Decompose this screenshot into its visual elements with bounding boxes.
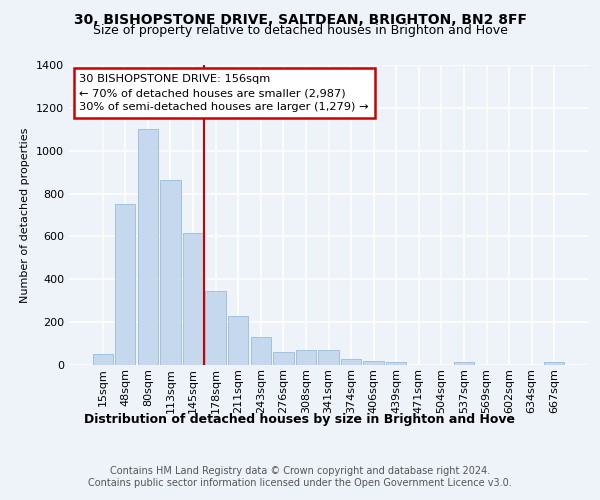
Bar: [273, 352, 293, 365]
Bar: [228, 316, 248, 365]
Bar: [183, 233, 203, 365]
Text: Contains HM Land Registry data © Crown copyright and database right 2024.: Contains HM Land Registry data © Crown c…: [110, 466, 490, 476]
Bar: [160, 180, 181, 365]
Text: Distribution of detached houses by size in Brighton and Hove: Distribution of detached houses by size …: [85, 412, 515, 426]
Text: Size of property relative to detached houses in Brighton and Hove: Size of property relative to detached ho…: [92, 24, 508, 37]
Bar: [115, 204, 136, 365]
Bar: [205, 291, 226, 365]
Bar: [296, 350, 316, 365]
Y-axis label: Number of detached properties: Number of detached properties: [20, 128, 31, 302]
Text: 30, BISHOPSTONE DRIVE, SALTDEAN, BRIGHTON, BN2 8FF: 30, BISHOPSTONE DRIVE, SALTDEAN, BRIGHTO…: [74, 12, 527, 26]
Bar: [544, 362, 565, 365]
Bar: [319, 350, 338, 365]
Bar: [454, 362, 474, 365]
Bar: [386, 362, 406, 365]
Text: 30 BISHOPSTONE DRIVE: 156sqm
← 70% of detached houses are smaller (2,987)
30% of: 30 BISHOPSTONE DRIVE: 156sqm ← 70% of de…: [79, 74, 369, 112]
Bar: [341, 359, 361, 365]
Bar: [92, 354, 113, 365]
Bar: [138, 130, 158, 365]
Bar: [251, 337, 271, 365]
Text: Contains public sector information licensed under the Open Government Licence v3: Contains public sector information licen…: [88, 478, 512, 488]
Bar: [364, 360, 384, 365]
